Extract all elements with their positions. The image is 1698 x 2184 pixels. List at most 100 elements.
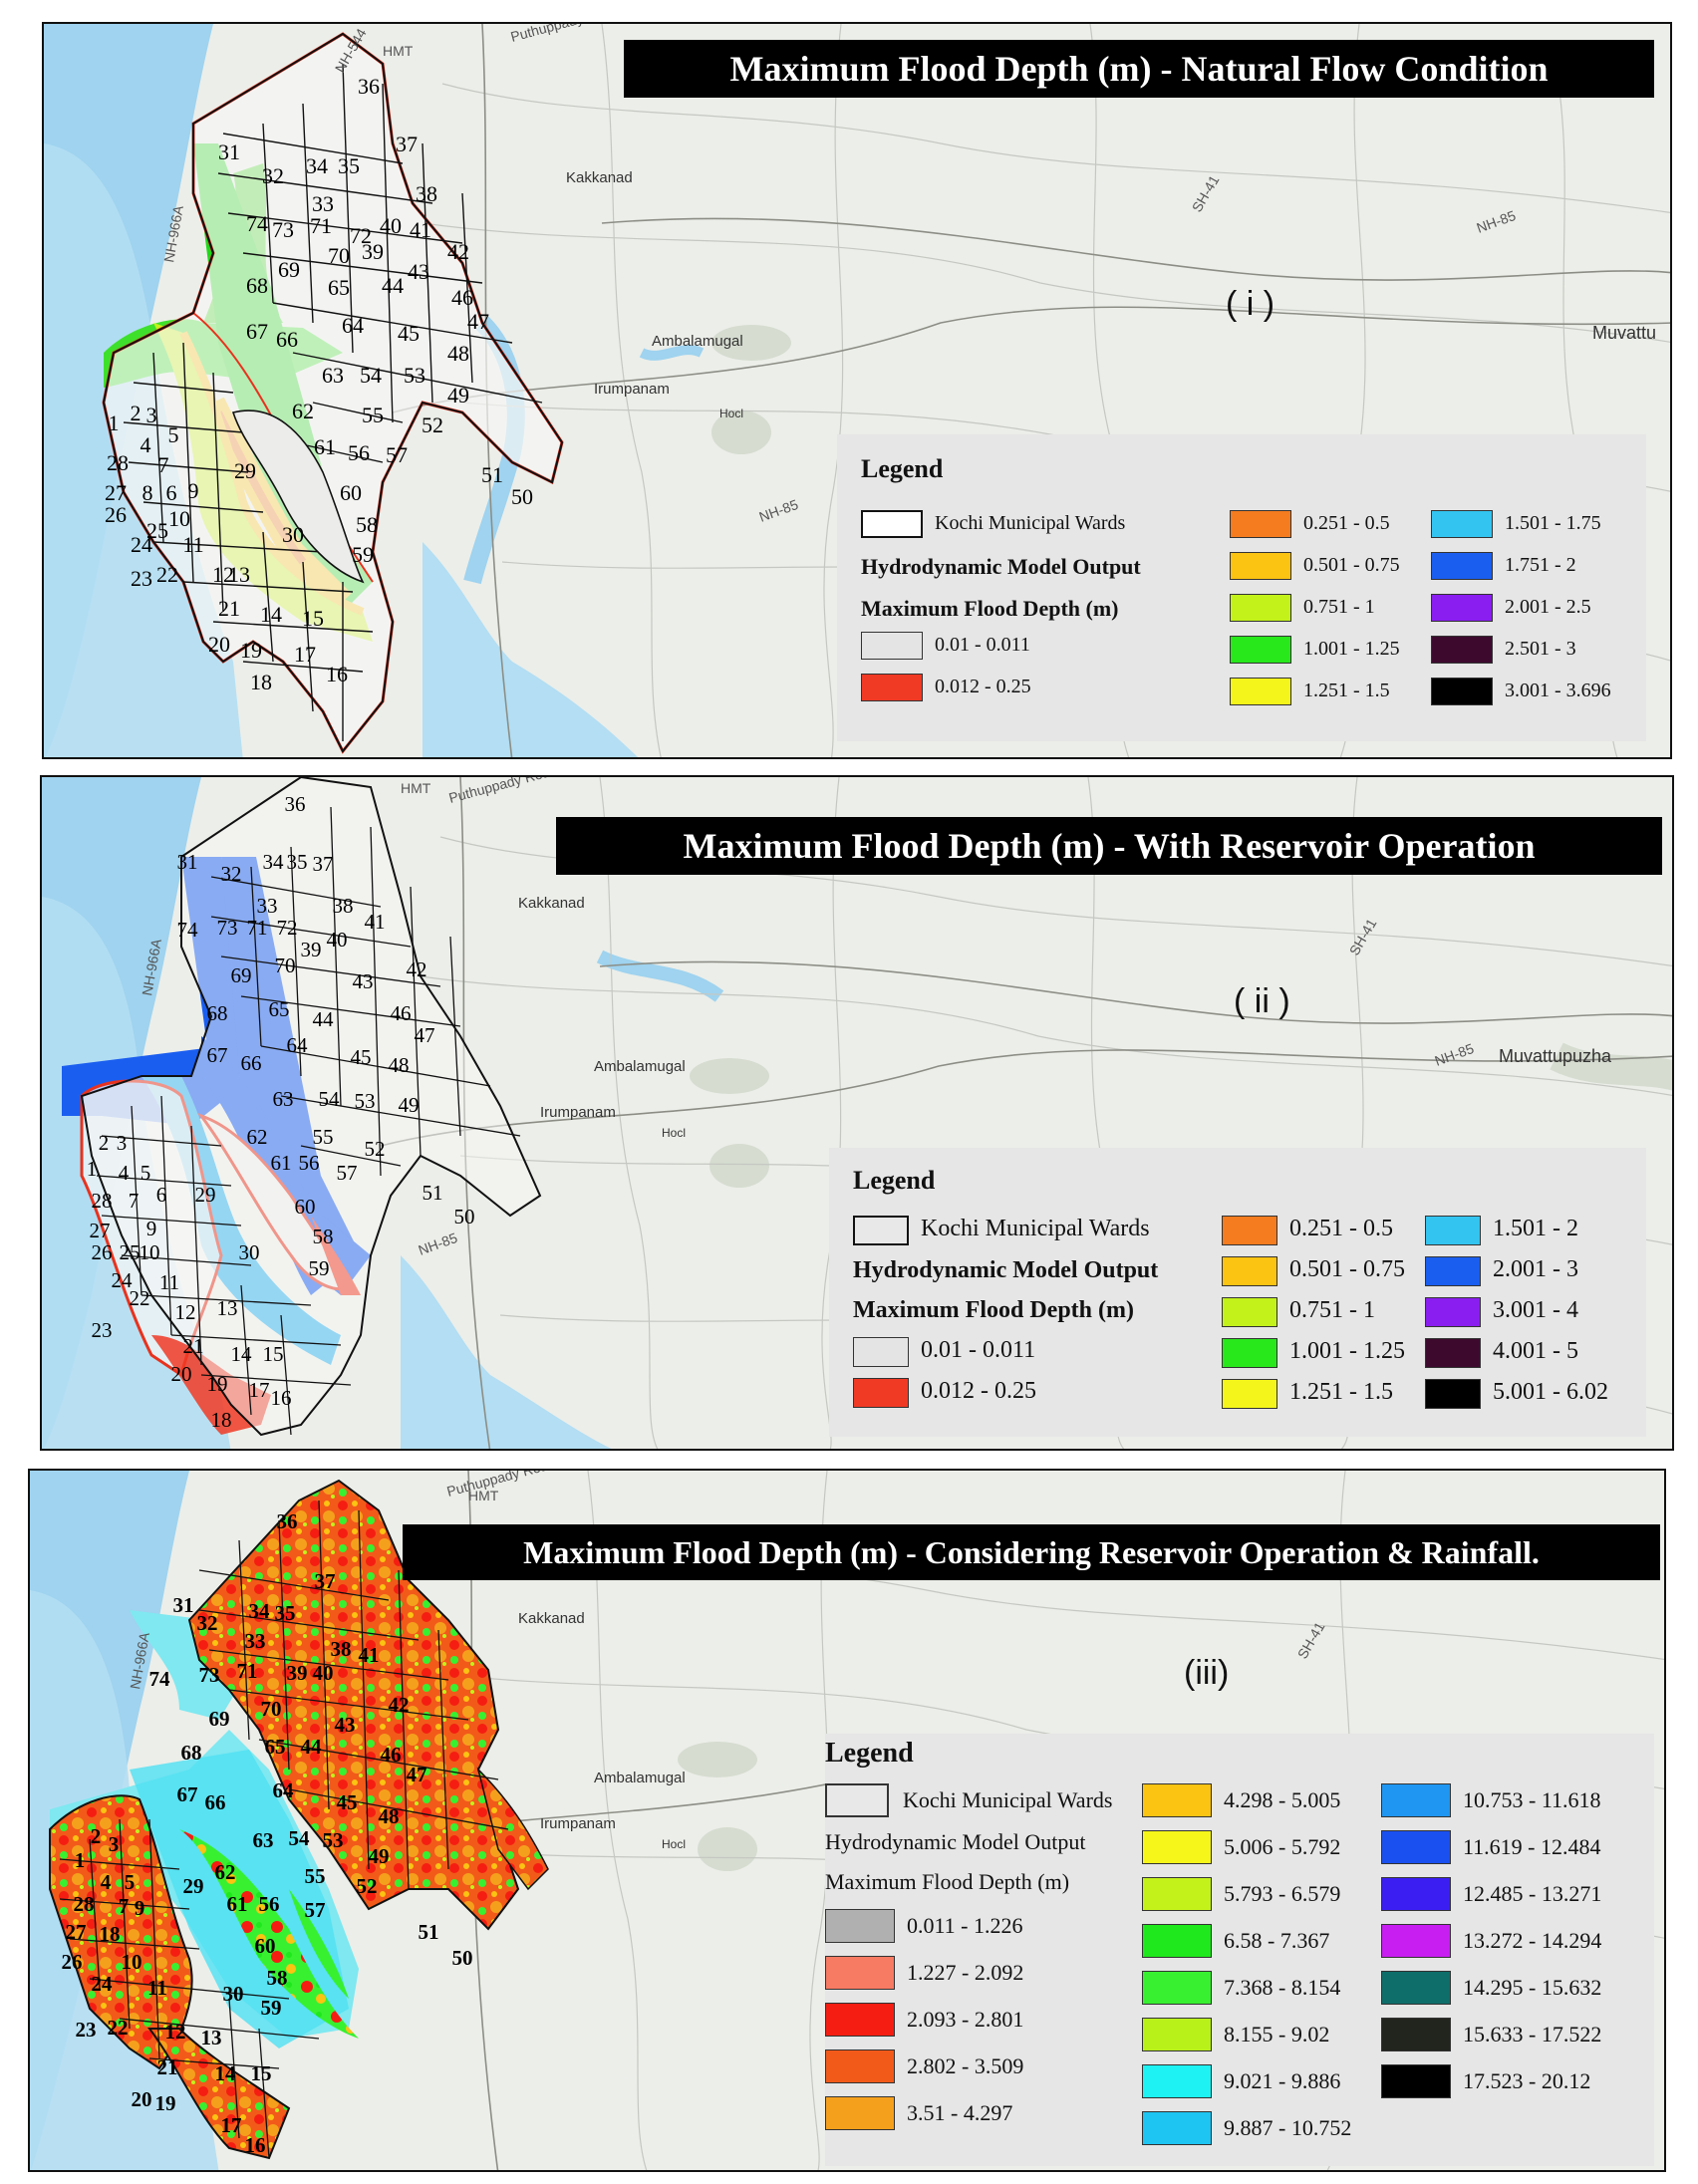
place-label-irumpanam: Irumpanam [594,381,670,398]
legend-swatch-wards [825,1783,889,1817]
ward-number: 63 [253,1828,274,1852]
ward-number: 15 [302,606,324,631]
ward-number: 52 [357,1874,378,1898]
ward-number: 72 [277,916,298,940]
ward-number: 34 [249,1599,271,1623]
ward-number: 45 [337,1790,358,1814]
ward-number: 47 [407,1763,427,1786]
ward-number: 61 [314,434,336,459]
ward-number: 13 [201,2026,222,2049]
legend-swatch [1425,1216,1481,1245]
ward-number: 7 [119,1894,130,1918]
ward-number: 34 [306,153,328,178]
legend-swatch [1230,636,1291,664]
ward-number: 18 [211,1408,232,1432]
ward-number: 67 [246,319,268,344]
ward-number: 27 [66,1920,87,1944]
legend-class-label: 2.802 - 3.509 [907,2053,1024,2078]
ward-number: 50 [454,1205,475,1228]
ward-number: 62 [292,399,314,423]
legend: Legend Kochi Municipal Wards Hydrodynami… [825,1734,1654,2166]
ward-number: 18 [100,1922,121,1946]
ward-number: 10 [122,1950,142,1974]
legend-depth-label: Maximum Flood Depth (m) [861,596,1119,621]
ward-number: 15 [263,1342,284,1366]
ward-number: 20 [132,2087,152,2111]
ward-number: 27 [90,1219,111,1242]
legend-swatch [1222,1338,1277,1368]
legend-class-label: 0.751 - 1 [1289,1297,1375,1323]
legend-swatch [1222,1216,1277,1245]
panel-label: (iii) [1184,1654,1230,1692]
legend-class-label: 5.001 - 6.02 [1493,1379,1608,1405]
ward-number: 3 [117,1131,128,1155]
ward-number: 16 [245,2133,266,2157]
ward-number: 39 [301,938,322,961]
legend-swatch [1230,594,1291,622]
legend-class-label: 2.001 - 3 [1493,1256,1578,1282]
ward-number: 10 [140,1240,160,1264]
ward-number: 21 [157,2055,178,2079]
legend-swatch [1142,2064,1212,2098]
ward-number: 34 [263,850,285,874]
legend-swatch [1142,1924,1212,1958]
legend-swatch [1142,1877,1212,1911]
ward-number: 5 [141,1161,151,1185]
legend-swatch [1431,552,1493,580]
ward-number: 33 [312,191,334,216]
panel-reservoir-and-rainfall: 1 2 3 4 5 7 9 10 11 12 13 14 15 16 17 18 19 20 21 22 23 24 26 2… [28,1469,1666,2172]
legend-swatch [1381,1924,1451,1958]
ward-number: 68 [246,273,268,298]
ward-number: 13 [217,1296,238,1320]
ward-number: 30 [239,1240,260,1264]
ward-number: 8 [142,480,153,505]
legend-class-label: 2.093 - 2.801 [907,2007,1024,2032]
place-label-irumpanam: Irumpanam [540,1815,616,1832]
ward-number: 31 [218,139,240,164]
legend-swatch [1431,594,1493,622]
legend-swatch [1381,1971,1451,2005]
ward-number: 20 [208,632,230,657]
ward-number: 29 [234,458,256,483]
legend-depth-label: Maximum Flood Depth (m) [825,1869,1070,1894]
legend-class-label: 0.501 - 0.75 [1289,1256,1405,1282]
ward-number: 58 [356,512,378,537]
ward-number: 70 [328,243,350,268]
ward-number: 71 [237,1659,258,1683]
ward-number: 29 [195,1183,216,1207]
ward-number: 22 [130,1286,150,1310]
ward-number: 28 [92,1189,113,1213]
ward-number: 19 [240,638,262,663]
legend-class-label: 1.001 - 1.25 [1303,638,1400,660]
panel-reservoir-operation: 1 2 3 4 5 6 7 9 10 11 12 13 14 15 16 17 18 19 20 21 22 23 24 25… [40,775,1674,1451]
ward-number: 10 [168,506,190,531]
ward-number: 16 [326,662,348,686]
place-label-kakkanad: Kakkanad [518,895,585,912]
ward-number: 1 [87,1157,98,1181]
ward-number: 63 [322,363,344,388]
ward-number: 37 [313,852,334,876]
legend-class-label: 5.006 - 5.792 [1224,1834,1341,1859]
ward-number: 67 [177,1782,198,1806]
legend-class-label: 12.485 - 13.271 [1463,1881,1602,1906]
ward-number: 47 [415,1023,435,1047]
ward-number: 60 [255,1934,276,1958]
ward-number: 12 [175,1300,196,1324]
legend-class-label: 13.272 - 14.294 [1463,1928,1602,1953]
ward-number: 5 [168,422,179,447]
ward-number: 60 [340,480,362,505]
place-label-ambalamugal: Ambalamugal [594,1058,686,1075]
legend-class-label: 2.501 - 3 [1505,638,1576,660]
place-label-hocl: Hocl [662,1126,687,1140]
legend-class-label: 6.58 - 7.367 [1224,1928,1330,1953]
legend-class-label: 0.251 - 0.5 [1303,512,1390,534]
ward-number: 53 [355,1089,376,1113]
legend-swatch [825,2049,895,2083]
ward-number: 66 [205,1790,226,1814]
ward-number: 1 [75,1848,86,1872]
ward-number: 36 [277,1509,298,1533]
ward-number: 41 [359,1643,380,1667]
legend-class-label: 1.501 - 2 [1493,1216,1578,1241]
ward-number: 73 [272,217,294,242]
